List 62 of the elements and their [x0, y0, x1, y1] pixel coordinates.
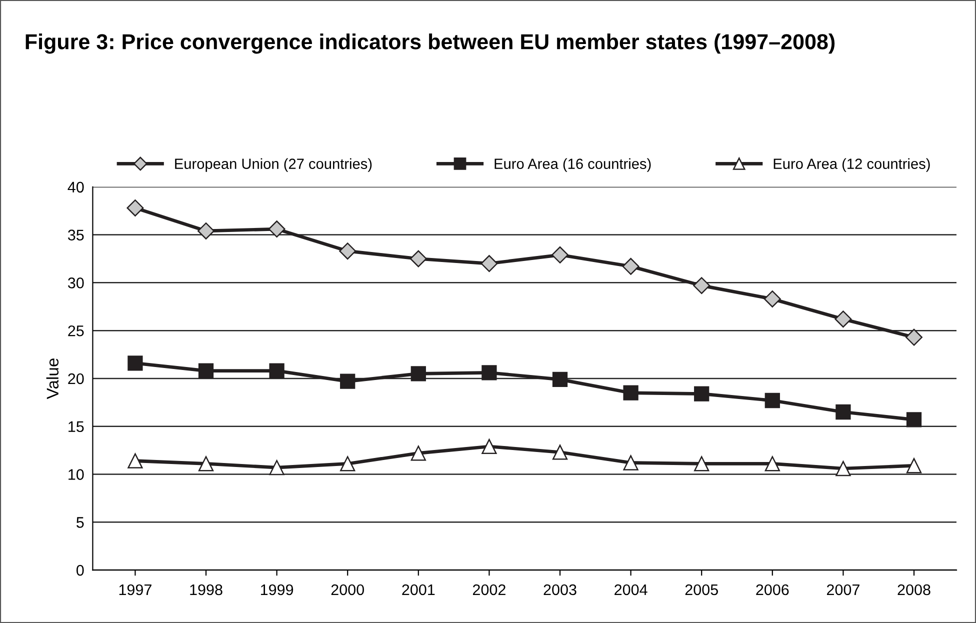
point	[836, 404, 851, 420]
point	[764, 290, 781, 308]
point	[198, 363, 214, 378]
y-axis-title: Value	[46, 358, 59, 400]
x-tick-label: 2001	[402, 584, 435, 596]
point	[410, 446, 426, 461]
point	[623, 385, 638, 400]
x-tick-label: 2002	[472, 584, 506, 596]
point	[480, 255, 498, 272]
legend-label: Euro Area (12 countries)	[774, 158, 930, 172]
point	[694, 456, 710, 472]
point	[269, 363, 284, 378]
point	[128, 453, 143, 468]
y-tick-label: 25	[68, 325, 84, 336]
point	[836, 460, 851, 476]
point	[410, 366, 426, 382]
point	[269, 460, 284, 476]
point	[126, 199, 144, 216]
point	[552, 246, 568, 264]
point	[622, 258, 640, 275]
point	[906, 458, 922, 474]
x-tick-label: 2005	[685, 584, 718, 596]
point	[693, 277, 710, 294]
point	[410, 250, 427, 268]
y-tick-label: 5	[76, 517, 84, 528]
x-tick-label: 2006	[756, 584, 789, 596]
y-tick-label: 15	[68, 421, 84, 432]
point	[340, 374, 356, 389]
y-tick-label: 35	[68, 230, 84, 240]
point	[906, 328, 922, 346]
x-tick-label: 2008	[898, 584, 930, 596]
y-tick-label: 0	[76, 564, 84, 576]
x-tick-label: 1998	[190, 584, 222, 596]
x-tick-label: 1997	[119, 584, 152, 596]
point	[198, 456, 214, 472]
point	[834, 310, 852, 328]
point	[198, 222, 214, 240]
point	[694, 386, 710, 402]
x-tick-label: 1999	[260, 584, 294, 596]
point	[128, 356, 143, 371]
point	[339, 242, 356, 260]
y-tick-label: 30	[68, 278, 84, 288]
point	[482, 438, 497, 454]
y-tick-label: 40	[68, 182, 84, 193]
point	[764, 392, 780, 408]
y-tick-label: 20	[68, 373, 84, 384]
x-tick-label: 2003	[544, 584, 576, 596]
point	[764, 456, 780, 472]
legend-label: European Union (27 countries)	[175, 158, 372, 172]
y-tick-label: 10	[68, 469, 84, 480]
x-tick-label: 2000	[331, 584, 364, 596]
point	[623, 455, 638, 470]
point	[340, 456, 356, 472]
point	[552, 444, 568, 460]
x-tick-label: 2004	[614, 584, 648, 596]
chart-title: Figure 3: Price convergence indicators between EU member states (1997–2008)	[26, 34, 835, 54]
point	[552, 372, 568, 387]
point	[906, 412, 922, 428]
legend-label: Euro Area (16 countries)	[494, 158, 651, 172]
point	[268, 220, 286, 238]
point	[482, 365, 497, 380]
x-tick-label: 2007	[826, 584, 860, 596]
